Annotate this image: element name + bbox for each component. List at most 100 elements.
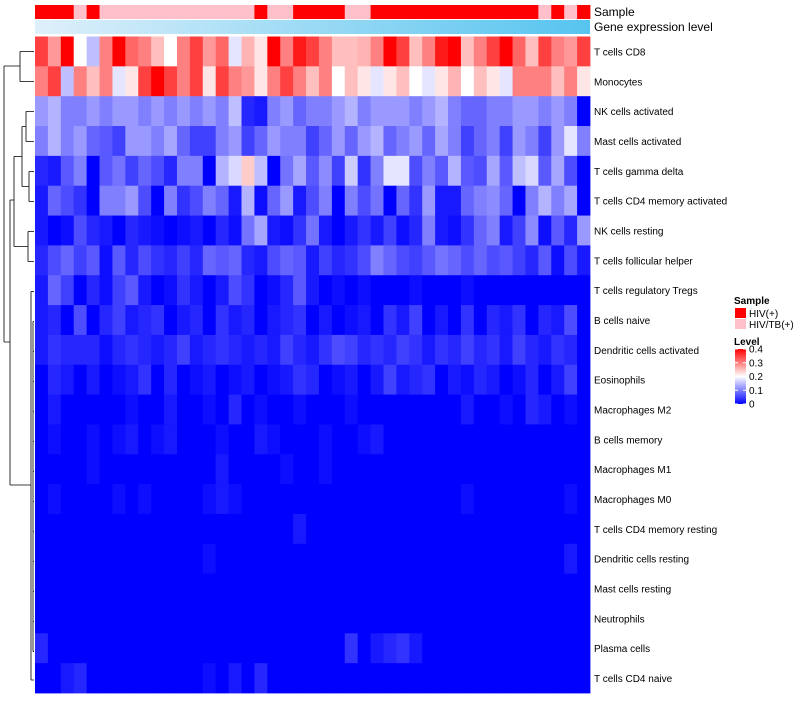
heatmap-cell [125,305,139,336]
heatmap-cell [512,185,526,216]
heatmap-cell [344,305,359,336]
heatmap-cell [318,245,333,276]
sample-annotation-cell [409,5,423,19]
heatmap-cell [267,663,281,694]
heatmap-cell [331,155,346,187]
heatmap-cell [99,573,113,604]
heatmap-cell [318,663,333,694]
heatmap-cell [331,126,346,157]
legend: Sample HIV(+) HIV/TB(+) Level 0.40.30.20… [734,296,794,411]
heatmap-cell [151,424,165,455]
heatmap-cell [383,215,397,246]
heatmap-cell [215,36,230,67]
heatmap-cell [254,543,268,575]
heatmap-cell [551,185,565,216]
heatmap-cell [112,663,126,694]
heatmap-cell [448,573,462,604]
heatmap-cell [551,215,565,246]
heatmap-cell [189,185,204,216]
heatmap-cell [551,245,565,276]
heatmap-cell [293,66,307,97]
heatmap-cell [512,573,526,604]
heatmap-cell [176,185,191,216]
heatmap-cell [151,573,165,604]
heatmap-cell [422,573,436,604]
heatmap-cell [422,543,436,575]
heatmap-cell [499,215,513,246]
heatmap-cell [460,364,475,395]
heatmap-cell [73,633,88,664]
heatmap-cell [357,484,371,515]
heatmap-cell [499,543,513,575]
heatmap-cell [202,126,217,157]
heatmap-cell [370,603,384,634]
heatmap-cell [344,484,359,515]
heatmap-cell [370,36,384,67]
heatmap-cell [525,603,539,634]
heatmap-cell [86,66,100,97]
heatmap-cell [448,126,462,157]
heatmap-cell [486,543,501,575]
heatmap-cell [35,543,49,575]
heatmap-cell [164,36,178,67]
heatmap-cell [99,126,113,157]
heatmap-cell [512,543,526,575]
heatmap-cell [357,663,371,694]
sample-annotation-cell [564,5,578,19]
heatmap-cell [486,454,501,485]
heatmap-cell [551,543,565,575]
heatmap-cell [267,334,281,366]
heatmap-cell [448,36,462,67]
heatmap-cell [267,215,281,246]
heatmap-cell [293,185,307,216]
heatmap-cell [564,454,578,485]
heatmap-cell [473,334,488,366]
heatmap-cell [125,513,139,545]
heatmap-cell [215,394,230,425]
heatmap-cell [409,155,423,187]
heatmap-cell [577,215,591,246]
heatmap-cell [189,513,204,545]
heatmap-cell [564,394,578,425]
heatmap-cell [241,364,255,395]
heatmap-cell [344,394,359,425]
heatmap-cell [435,305,449,336]
heatmap-cell [228,36,242,67]
heatmap-cell [215,185,230,216]
heatmap-cell [60,275,75,306]
heatmap-cell [577,663,591,694]
heatmap-cell [164,245,178,276]
heatmap-cell [499,513,513,545]
heatmap-cell [164,394,178,425]
heatmap-cell [202,394,217,425]
heatmap-cell [99,36,113,67]
heatmap-cell [86,603,100,634]
sample-annotation-cell [280,5,294,19]
heatmap-cell [577,364,591,395]
heatmap-cell [473,36,488,67]
heatmap-cell [215,543,230,575]
heatmap-cell [370,334,384,366]
heatmap-cell [215,305,230,336]
heatmap-cell [112,573,126,604]
heatmap-cell [138,603,152,634]
sample-annotation-cell [176,5,191,19]
heatmap-cell [241,275,255,306]
heatmap-cell [551,126,565,157]
heatmap-cell [448,305,462,336]
heatmap-cell [228,484,242,515]
heatmap-cell [577,305,591,336]
heatmap-cell [448,513,462,545]
heatmap-cell [254,334,268,366]
heatmap-cell [241,245,255,276]
heatmap-cell [280,126,294,157]
heatmap-cell [525,305,539,336]
heatmap-cell [331,275,346,306]
heatmap-cell [448,633,462,664]
heatmap-cell [538,394,552,425]
heatmap-cell [86,305,100,336]
heatmap-cell [86,185,100,216]
heatmap-cell [512,36,526,67]
heatmap-cell [448,215,462,246]
